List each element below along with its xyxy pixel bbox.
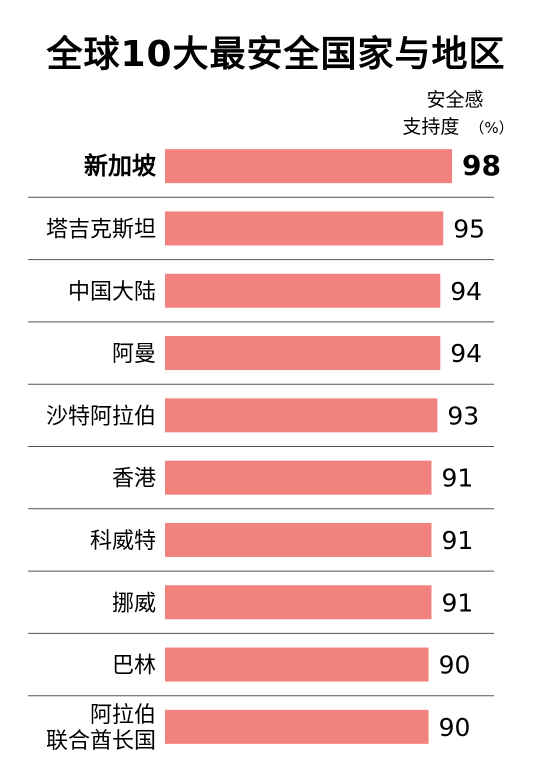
bar-7: [165, 585, 432, 620]
bar-4: [165, 398, 438, 433]
category-label-6: 科威特: [90, 529, 156, 554]
category-label-3: 阿曼: [112, 342, 156, 367]
category-label-4: 沙特阿拉伯: [46, 404, 156, 429]
category-label-3-line-0: 阿曼: [112, 342, 156, 367]
bar-8: [165, 647, 429, 682]
value-label-7: 91: [442, 588, 474, 617]
category-label-6-line-0: 科威特: [90, 529, 156, 554]
category-label-2: 中国大陆: [68, 280, 156, 305]
value-axis-label-line-1: 安全感: [426, 89, 483, 111]
bar-0: [165, 149, 452, 184]
bar-3: [165, 336, 441, 371]
bar-5: [165, 460, 432, 495]
bar-2: [165, 273, 441, 308]
category-label-8-line-0: 巴林: [112, 654, 156, 679]
value-axis-unit: （%）: [469, 119, 513, 137]
value-label-0: 98: [462, 149, 501, 182]
value-label-9: 90: [439, 713, 471, 742]
value-label-4: 93: [447, 401, 479, 430]
category-label-2-line-0: 中国大陆: [68, 280, 156, 305]
value-label-2: 94: [450, 277, 482, 306]
category-label-1-line-0: 塔吉克斯坦: [46, 217, 156, 242]
value-label-8: 90: [439, 651, 471, 680]
category-label-8: 巴林: [112, 654, 156, 679]
category-label-9-line-0: 阿拉伯: [90, 703, 156, 728]
bar-1: [165, 211, 444, 246]
category-label-0: 新加坡: [84, 152, 156, 180]
bar-rows: 98 新加坡 95 塔吉克斯坦 94 中国大陆 94 阿曼 93 沙特阿拉伯 91 香港 91 科威特 91…: [28, 149, 501, 754]
category-label-5-line-0: 香港: [112, 467, 156, 492]
value-label-3: 94: [450, 339, 482, 368]
value-label-6: 91: [442, 526, 474, 555]
bar-9: [165, 709, 429, 744]
category-label-1: 塔吉克斯坦: [46, 217, 156, 242]
category-label-9-line-1: 联合酋长国: [46, 729, 156, 754]
category-label-4-line-0: 沙特阿拉伯: [46, 404, 156, 429]
value-axis-label-line-2: 支持度: [402, 116, 459, 138]
value-label-1: 95: [453, 214, 485, 243]
category-label-5: 香港: [112, 467, 156, 492]
chart-title: 全球10大最安全国家与地区: [45, 33, 505, 75]
category-label-7: 挪威: [112, 591, 156, 616]
category-label-9: 阿拉伯联合酋长国: [46, 703, 156, 754]
category-label-7-line-0: 挪威: [112, 591, 156, 616]
category-label-0-line-0: 新加坡: [84, 152, 156, 180]
value-label-5: 91: [442, 464, 474, 493]
value-axis-label: 安全感 支持度 （%）: [402, 89, 513, 138]
bar-6: [165, 522, 432, 557]
